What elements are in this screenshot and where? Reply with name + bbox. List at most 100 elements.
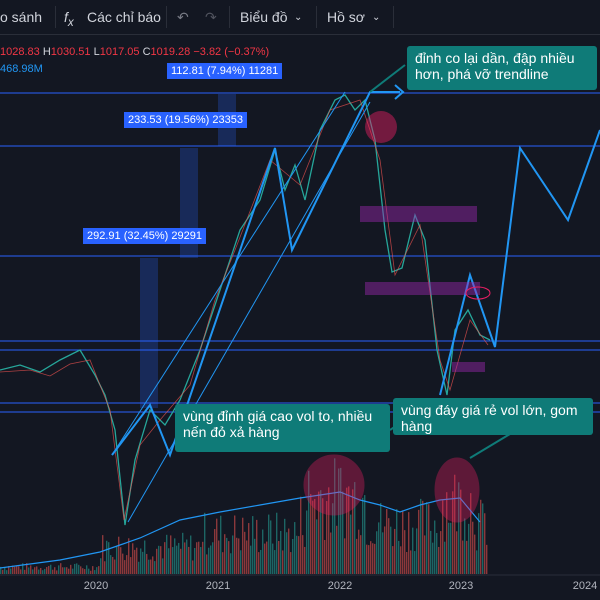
volume-bar [188, 546, 190, 574]
volume-bar [32, 569, 34, 574]
volume-bar [306, 510, 308, 574]
volume-bar [264, 543, 266, 574]
volume-bar [22, 563, 24, 574]
volume-bar [62, 567, 64, 574]
layout-button[interactable]: Biểu đồ [240, 9, 288, 25]
volume-bar [162, 558, 164, 574]
volume-bar [116, 545, 118, 574]
volume-bar [482, 503, 484, 574]
volume-bar [148, 559, 150, 574]
volume-bar [276, 512, 278, 574]
volume-bar [272, 543, 274, 574]
volume-bar [422, 500, 424, 574]
close: 1019.28 [150, 46, 191, 58]
volume-bar [334, 458, 336, 574]
chevron[interactable]: ⌄ [294, 12, 303, 23]
volume-bar [190, 535, 192, 574]
volume-bar [228, 541, 230, 574]
volume-bar [24, 569, 26, 574]
volume-bar [204, 512, 206, 574]
volume-bar [484, 513, 486, 574]
volume-bar [182, 532, 184, 574]
measure-ranges [140, 94, 236, 408]
volume-bar [120, 547, 122, 574]
x-tick-label: 2023 [448, 580, 474, 592]
volume-bar [110, 555, 112, 574]
fx-icon[interactable]: fx [64, 9, 74, 29]
volume-bar [320, 490, 322, 574]
volume-bar [152, 556, 154, 574]
volume-bar [28, 567, 30, 574]
undo-button[interactable]: ↶ [177, 9, 189, 25]
measure-label: 112.81 (7.94%) 11281 [167, 63, 283, 79]
volume-bar [296, 535, 298, 574]
volume-bar [38, 569, 40, 574]
volume-bar [408, 512, 410, 574]
volume-bar [374, 543, 376, 574]
x-tick-label: 2021 [205, 580, 231, 592]
volume-bar [16, 565, 18, 574]
volume-bar [356, 538, 358, 574]
volume-bar [266, 541, 268, 574]
volume-bar [480, 499, 482, 574]
volume-bar [452, 491, 454, 574]
volume-bar [278, 540, 280, 574]
volume-bar [112, 556, 114, 574]
volume-bar [54, 567, 56, 574]
volume-bar [324, 539, 326, 574]
volume-bar [438, 546, 440, 574]
volume-bar [210, 545, 212, 574]
volume-bar [400, 546, 402, 574]
change: −3.82 (−0.37%) [193, 46, 270, 58]
compare-button[interactable]: o sánh [0, 9, 43, 25]
volume-bar [250, 545, 252, 574]
profile-button[interactable]: Hồ sơ [327, 9, 365, 25]
volume-bar [342, 491, 344, 574]
annotation: vùng đáy giá rẻ vol lớn, gom hàng [393, 398, 593, 435]
measure-label: 233.53 (19.56%) 23353 [124, 112, 247, 128]
volume-bar [220, 515, 222, 574]
volume-bar [96, 567, 98, 574]
volume-bar [442, 500, 444, 574]
volume-bar [344, 538, 346, 574]
volume-bar [50, 564, 52, 574]
volume-bar [304, 546, 306, 574]
volume-bar [366, 544, 368, 574]
volume-bar [48, 565, 50, 574]
volume-bar [198, 541, 200, 574]
volume-bar [448, 522, 450, 574]
low: 1017.05 [99, 46, 140, 58]
volume-bar [368, 545, 370, 574]
volume-bar [352, 489, 354, 574]
volume-bar [244, 531, 246, 574]
volume-bar [456, 531, 458, 574]
volume-bar [214, 529, 216, 574]
redo-button[interactable]: ↷ [205, 9, 217, 25]
volume-bar [348, 486, 350, 574]
chevron[interactable]: ⌄ [372, 12, 381, 23]
volume-bar [200, 546, 202, 574]
high: 1030.51 [50, 46, 91, 58]
volume-ma [0, 491, 481, 569]
x-tick-label: 2024 [572, 580, 598, 592]
volume-bar [262, 529, 264, 574]
volume-bar [202, 541, 204, 574]
volume-bar [98, 566, 100, 574]
volume-bar [192, 560, 194, 574]
volume-bar [216, 518, 218, 574]
volume-bar [6, 570, 8, 574]
volume-bar [68, 568, 70, 574]
volume-bar [260, 549, 262, 574]
volume-bar [58, 565, 60, 574]
volume-bar [478, 513, 480, 574]
volume-bar [44, 568, 46, 574]
volume-bar [350, 514, 352, 574]
volume-bar [376, 531, 378, 574]
volume-bar [46, 567, 48, 574]
volume-bar [476, 550, 478, 574]
callout-pointer [469, 433, 511, 459]
volume-bar [354, 482, 356, 574]
volume-bar [416, 528, 418, 574]
indicators-button[interactable]: Các chỉ báo [87, 9, 161, 25]
volume-bar [268, 514, 270, 574]
